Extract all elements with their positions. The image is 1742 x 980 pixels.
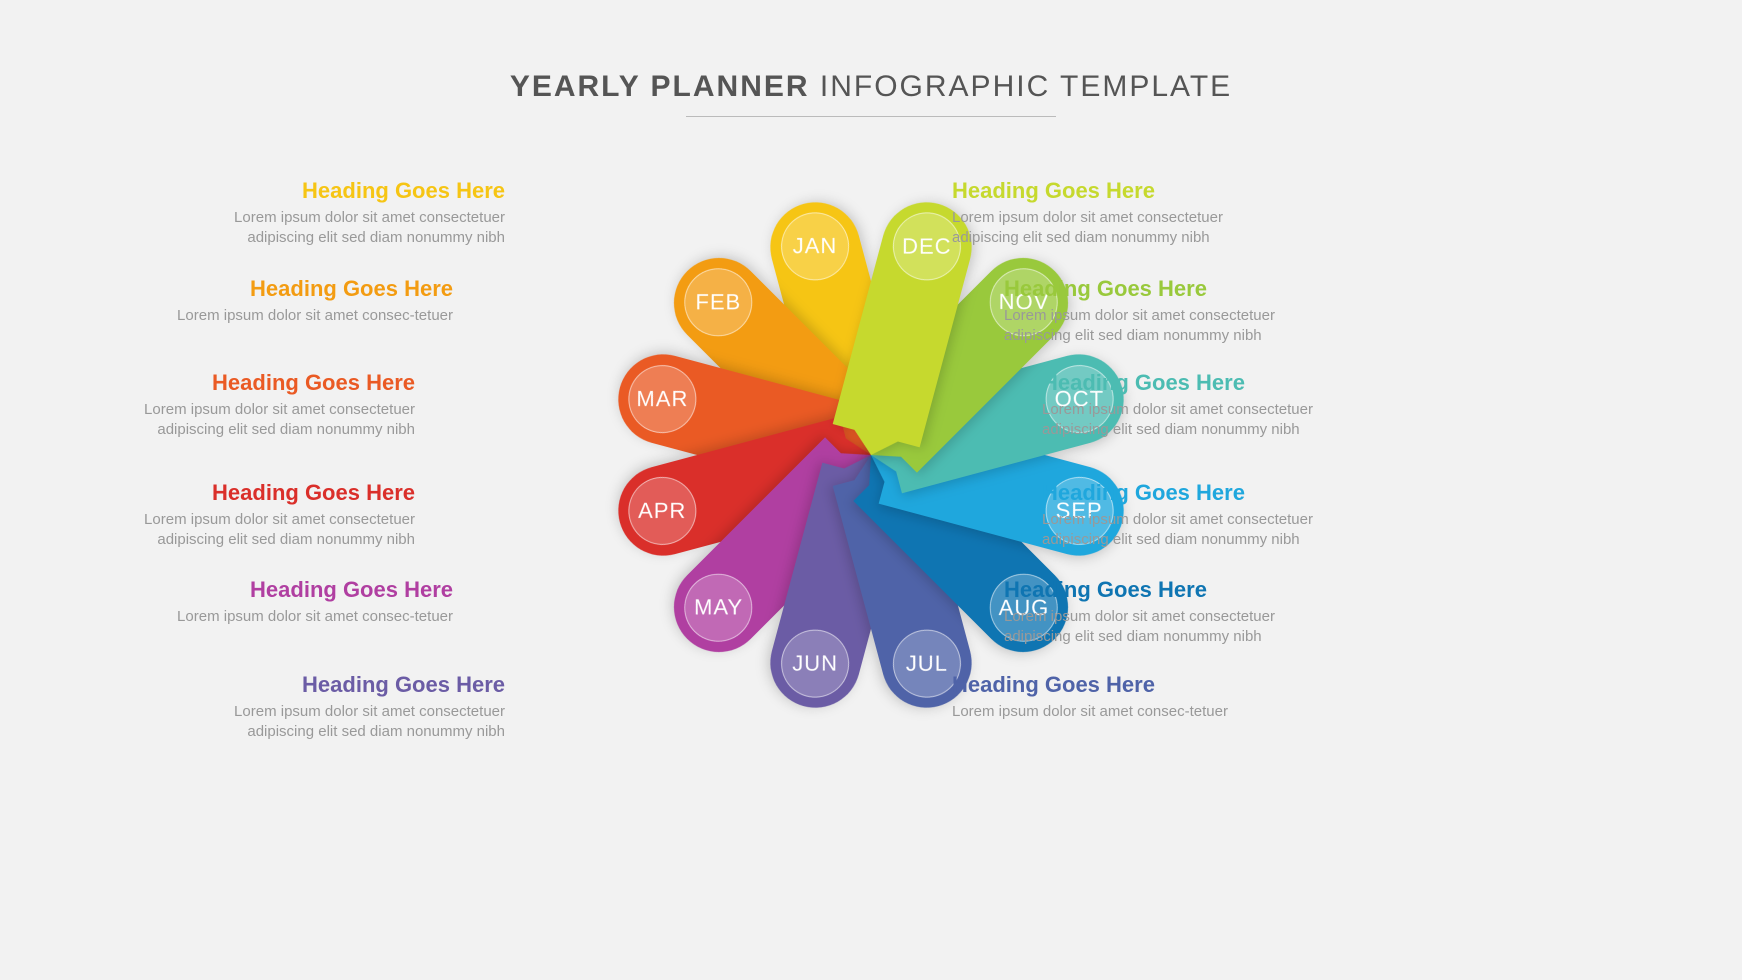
petal-month-label: DEC [902,233,951,259]
callout-aug: Heading Goes Here Lorem ipsum dolor sit a… [1004,577,1344,648]
callout-feb: Heading Goes Here Lorem ipsum dolor sit a… [113,276,453,326]
callout-heading: Heading Goes Here [1004,577,1344,603]
callout-body: Lorem ipsum dolor sit amet consec-tetuer [113,607,453,627]
callout-heading: Heading Goes Here [952,178,1292,204]
petal-month-circle: JAN [773,205,856,288]
petal-month-label: MAR [636,386,688,412]
callout-heading: Heading Goes Here [75,370,415,396]
petal-month-circle: MAR [621,357,704,440]
callout-heading: Heading Goes Here [952,672,1292,698]
callout-body: Lorem ipsum dolor sit amet consectetuer … [165,702,505,743]
callout-nov: Heading Goes Here Lorem ipsum dolor sit a… [1004,276,1344,347]
callout-body: Lorem ipsum dolor sit amet consec-tetuer [113,306,453,326]
callout-heading: Heading Goes Here [1004,276,1344,302]
callout-body: Lorem ipsum dolor sit amet consectetuer … [165,208,505,249]
callout-apr: Heading Goes Here Lorem ipsum dolor sit a… [75,480,415,551]
callout-heading: Heading Goes Here [165,178,505,204]
callout-body: Lorem ipsum dolor sit amet consec-tetuer [952,702,1292,722]
petal-month-circle: APR [621,469,704,552]
petal-month-label: MAY [694,595,743,621]
callout-jan: Heading Goes Here Lorem ipsum dolor sit a… [165,178,505,249]
callout-jun: Heading Goes Here Lorem ipsum dolor sit a… [165,672,505,743]
callout-heading: Heading Goes Here [113,276,453,302]
petal-month-label: APR [638,498,686,524]
callout-body: Lorem ipsum dolor sit amet consectetuer … [1042,510,1382,551]
petal-month-label: JUL [906,651,948,677]
petal-month-label: JAN [793,233,838,259]
callout-body: Lorem ipsum dolor sit amet consectetuer … [75,400,415,441]
petal-month-circle: JUN [773,622,856,705]
petal-month-circle: MAY [670,560,766,656]
callout-heading: Heading Goes Here [113,577,453,603]
callout-mar: Heading Goes Here Lorem ipsum dolor sit a… [75,370,415,441]
title-underline [686,116,1056,117]
callout-sep: Heading Goes Here Lorem ipsum dolor sit a… [1042,480,1382,551]
callout-heading: Heading Goes Here [1042,370,1382,396]
title-light: INFOGRAPHIC TEMPLATE [820,70,1232,103]
callout-jul: Heading Goes Here Lorem ipsum dolor sit a… [952,672,1292,722]
callout-heading: Heading Goes Here [75,480,415,506]
callout-dec: Heading Goes Here Lorem ipsum dolor sit a… [952,178,1292,249]
callout-heading: Heading Goes Here [1042,480,1382,506]
callout-body: Lorem ipsum dolor sit amet consectetuer … [1042,400,1382,441]
title-bold: YEARLY PLANNER [510,70,810,103]
petal-month-label: JUN [792,651,838,677]
callout-body: Lorem ipsum dolor sit amet consectetuer … [952,208,1292,249]
petal-month-circle: FEB [670,254,766,350]
callout-body: Lorem ipsum dolor sit amet consectetuer … [1004,306,1344,347]
callout-body: Lorem ipsum dolor sit amet consectetuer … [75,510,415,551]
callout-oct: Heading Goes Here Lorem ipsum dolor sit a… [1042,370,1382,441]
callout-body: Lorem ipsum dolor sit amet consectetuer … [1004,607,1344,648]
petal-month-label: FEB [695,289,741,315]
callout-heading: Heading Goes Here [165,672,505,698]
callout-may: Heading Goes Here Lorem ipsum dolor sit a… [113,577,453,627]
page-title-block: YEARLY PLANNER INFOGRAPHIC TEMPLATE [0,70,1742,117]
